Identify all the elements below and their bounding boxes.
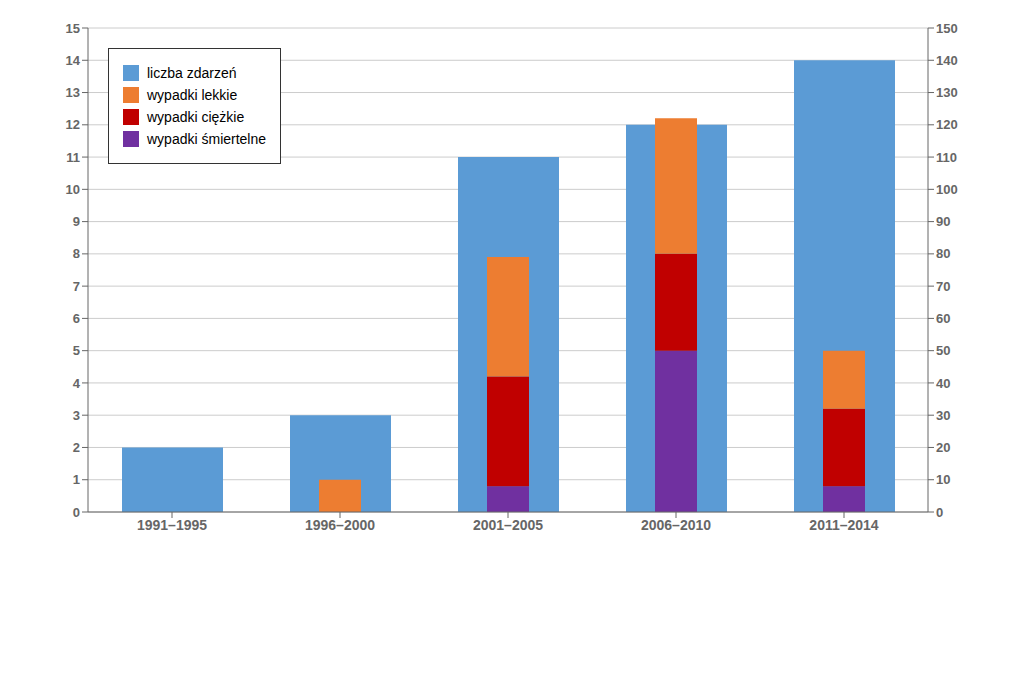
svg-text:14: 14 [66,53,81,68]
svg-text:11: 11 [66,150,80,165]
svg-text:110: 110 [936,150,957,165]
svg-text:1996–2000: 1996–2000 [305,517,375,533]
svg-text:140: 140 [936,53,958,68]
svg-text:20: 20 [936,440,950,455]
svg-text:3: 3 [73,408,80,423]
svg-text:30: 30 [936,408,950,423]
svg-text:6: 6 [73,311,80,326]
html-text:wypadki ciężkie: wypadki ciężkie [147,109,245,125]
svg-text:1991–1995: 1991–1995 [137,517,207,533]
svg-text:9: 9 [73,214,80,229]
svg-text:2001–2005: 2001–2005 [473,517,543,533]
svg-text:70: 70 [936,279,950,294]
html-text:liczba zdarzeń: liczba zdarzeń [147,65,237,81]
svg-text:15: 15 [66,21,80,36]
svg-text:60: 60 [936,311,950,326]
svg-text:2011–2014: 2011–2014 [809,517,879,533]
svg-text:1: 1 [73,472,80,487]
svg-text:0: 0 [73,505,80,520]
svg-text:10: 10 [936,472,950,487]
svg-text:2006–2010: 2006–2010 [641,517,711,533]
svg-text:80: 80 [936,246,950,261]
svg-text:150: 150 [936,21,958,36]
svg-text:90: 90 [936,214,950,229]
svg-text:120: 120 [936,117,958,132]
svg-text:100: 100 [936,182,958,197]
svg-text:0: 0 [936,505,943,520]
svg-text:12: 12 [66,117,80,132]
html-text:wypadki lekkie: wypadki lekkie [147,87,238,103]
svg-text:7: 7 [73,279,80,294]
svg-text:8: 8 [73,246,80,261]
svg-text:40: 40 [936,376,950,391]
svg-text:5: 5 [73,343,80,358]
svg-text:4: 4 [73,376,81,391]
svg-text:50: 50 [936,343,950,358]
html-text:wypadki śmiertelne: wypadki śmiertelne [147,131,267,147]
svg-text:2: 2 [73,440,80,455]
svg-text:10: 10 [66,182,80,197]
svg-text:130: 130 [936,85,958,100]
svg-text:13: 13 [66,85,80,100]
